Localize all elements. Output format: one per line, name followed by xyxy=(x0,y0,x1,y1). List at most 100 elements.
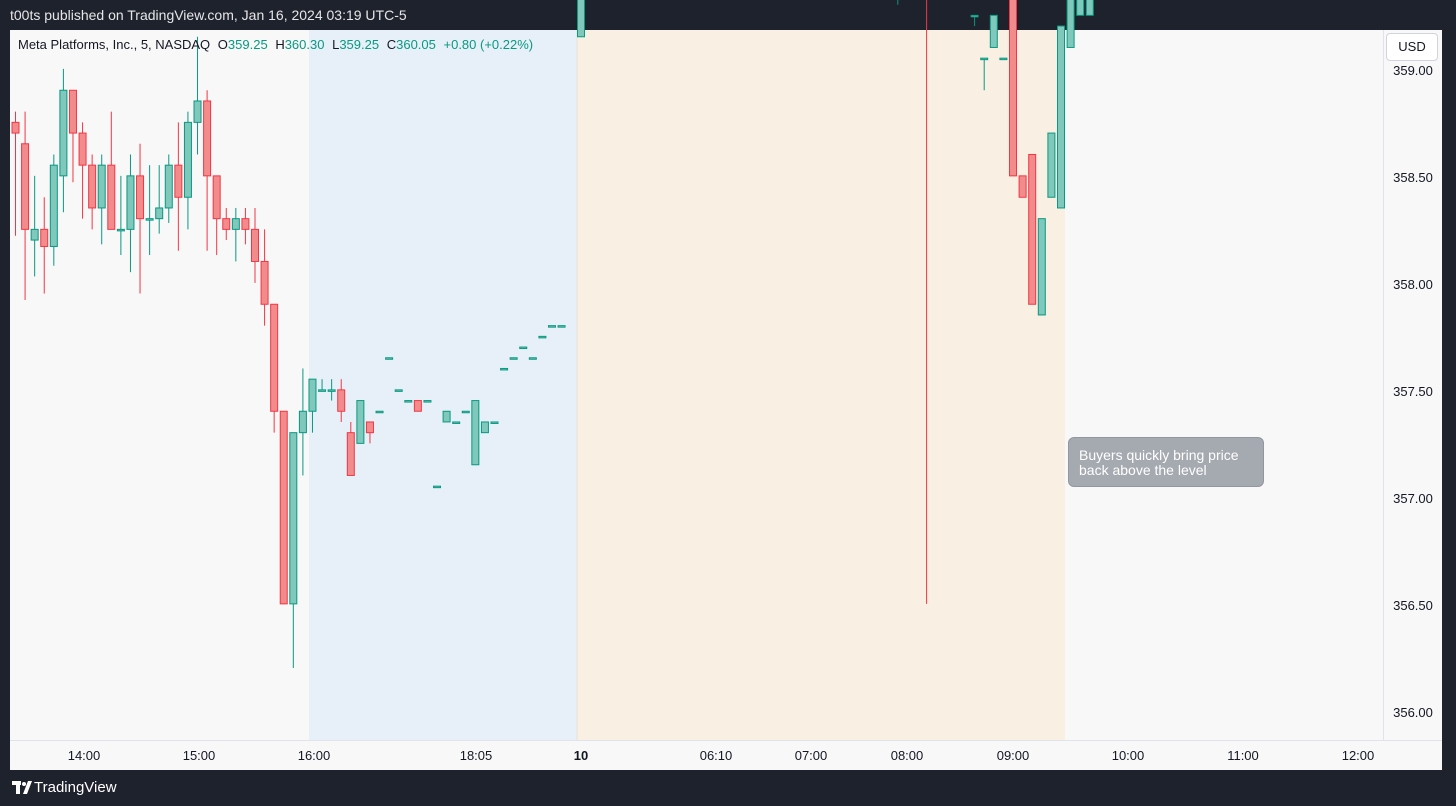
open-label: O xyxy=(217,37,228,52)
x-tick-label: 10:00 xyxy=(1112,748,1145,763)
open-value: 359.25 xyxy=(227,37,268,52)
candle-body xyxy=(116,228,125,232)
y-tick-label: 356.00 xyxy=(1393,705,1433,720)
candle-body xyxy=(49,164,58,247)
x-tick-label: 14:00 xyxy=(68,748,101,763)
candle-body xyxy=(1066,0,1075,48)
candle-body xyxy=(126,175,135,230)
footer-bar: TradingView xyxy=(0,770,1456,806)
x-tick-label: 15:00 xyxy=(183,748,216,763)
x-tick-label: 12:00 xyxy=(1342,748,1375,763)
candle-body xyxy=(1076,0,1085,16)
candle-body xyxy=(500,367,509,371)
x-tick-label: 08:00 xyxy=(891,748,924,763)
candle-body xyxy=(183,121,192,198)
candle-body xyxy=(1037,218,1046,316)
candle-body xyxy=(538,335,547,339)
symbol-legend: Meta Platforms, Inc., 5, NASDAQ O359.25 … xyxy=(18,37,533,52)
candle-body xyxy=(59,89,68,177)
x-tick-label: 10 xyxy=(574,748,588,763)
y-tick-label: 357.50 xyxy=(1393,384,1433,399)
candle-body xyxy=(155,207,164,220)
candle-body xyxy=(442,410,451,423)
candle-body xyxy=(260,260,269,305)
x-tick-label: 16:00 xyxy=(298,748,331,763)
candle-body xyxy=(298,410,307,434)
currency-button[interactable]: USD xyxy=(1386,33,1438,61)
candle-body xyxy=(78,132,87,166)
y-tick-label: 358.50 xyxy=(1393,170,1433,185)
candle-body xyxy=(97,164,106,209)
candle-body xyxy=(30,228,39,241)
y-tick-label: 357.00 xyxy=(1393,491,1433,506)
tradingview-brand: TradingView xyxy=(34,779,117,796)
candle-body xyxy=(40,228,49,247)
candle-body xyxy=(577,0,585,38)
candle-body xyxy=(203,100,212,177)
candle-body xyxy=(365,421,374,434)
candle-body xyxy=(989,14,998,48)
candle-body xyxy=(164,164,173,209)
candle-body xyxy=(88,164,97,209)
close-label: C xyxy=(386,37,397,52)
candle-body xyxy=(1028,153,1037,305)
candle-body xyxy=(528,357,537,360)
candle-body xyxy=(11,121,20,134)
candle-body xyxy=(404,400,413,403)
candle-body xyxy=(461,410,470,414)
candle-body xyxy=(385,357,394,360)
tradingview-logo-icon xyxy=(12,781,32,794)
y-tick-label: 356.50 xyxy=(1393,598,1433,613)
annotation-line-2: back above the level xyxy=(1079,462,1207,478)
candle-body xyxy=(337,389,346,412)
premarket-background xyxy=(577,30,1065,740)
y-tick-label: 359.00 xyxy=(1393,63,1433,78)
candle-body xyxy=(222,218,231,230)
low-value: 359.25 xyxy=(339,37,380,52)
candle-body xyxy=(308,378,317,412)
candle-body xyxy=(68,89,77,134)
candle-body xyxy=(318,389,327,392)
candle-body xyxy=(394,389,403,392)
candle-body xyxy=(480,421,489,434)
y-tick-label: 358.00 xyxy=(1393,277,1433,292)
candle-body xyxy=(509,357,518,360)
publish-info: t00ts published on TradingView.com, Jan … xyxy=(10,7,407,23)
candle-body xyxy=(212,175,221,220)
candle-body xyxy=(289,432,298,605)
candle-body xyxy=(375,410,384,414)
candle-body xyxy=(999,57,1008,61)
candle-body xyxy=(547,325,556,328)
annotation-callout[interactable]: Buyers quickly bring price back above th… xyxy=(1068,437,1264,487)
candle-body xyxy=(1018,175,1027,198)
candle-body xyxy=(193,100,202,123)
change-value: +0.80 (+0.22%) xyxy=(443,37,534,52)
candle-body xyxy=(356,400,365,444)
close-value: 360.05 xyxy=(396,37,436,52)
candle-body xyxy=(145,218,154,221)
high-label: H xyxy=(275,37,285,52)
extended-hours-background xyxy=(309,30,577,740)
candle-body xyxy=(433,485,442,489)
x-tick-label: 07:00 xyxy=(795,748,828,763)
candle-body xyxy=(452,421,461,424)
candle-body xyxy=(1057,25,1065,209)
x-tick-label: 06:10 xyxy=(700,748,733,763)
publish-header: t00ts published on TradingView.com, Jan … xyxy=(0,0,1456,30)
x-tick-label: 09:00 xyxy=(997,748,1030,763)
candle-body xyxy=(557,325,566,328)
candle-body xyxy=(413,400,422,412)
candle-body xyxy=(1085,0,1094,16)
candle-body xyxy=(107,164,116,230)
candle-body xyxy=(136,175,145,220)
low-label: L xyxy=(332,37,340,52)
x-tick-label: 18:05 xyxy=(460,748,493,763)
candle-body xyxy=(490,421,499,424)
candle-body xyxy=(423,400,432,403)
symbol-title: Meta Platforms, Inc., 5, NASDAQ xyxy=(18,37,211,52)
candle-body xyxy=(270,303,279,412)
candle-body xyxy=(980,57,989,61)
candle-body xyxy=(231,218,240,230)
candle-body xyxy=(1009,0,1017,177)
